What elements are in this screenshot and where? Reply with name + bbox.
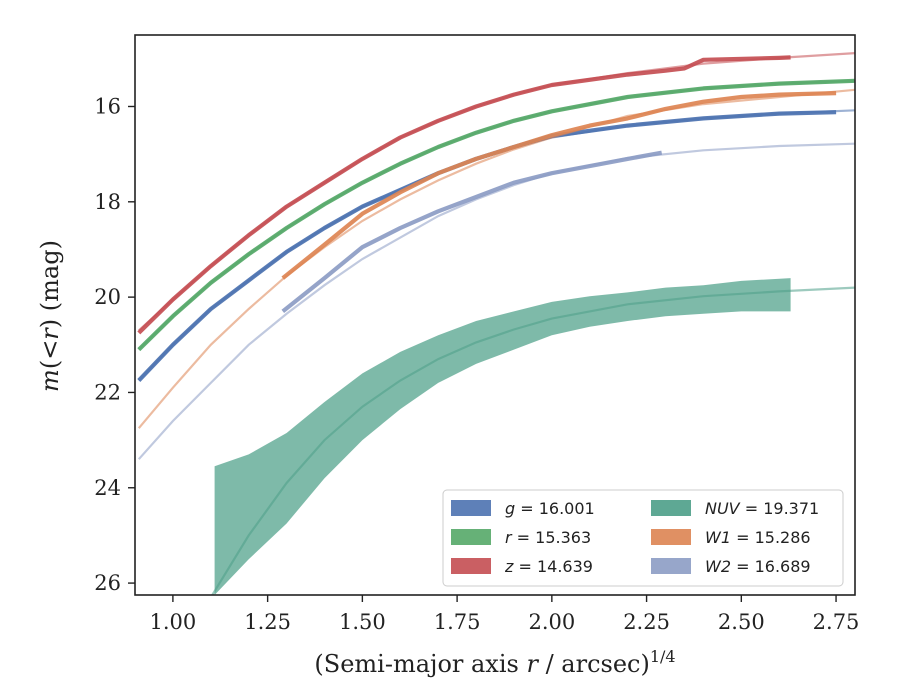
y-tick-label: 26 <box>94 571 121 595</box>
legend-value-nuv: = 19.371 <box>740 499 820 518</box>
data-layer <box>137 52 855 595</box>
x-tick-label: 1.00 <box>150 610 197 634</box>
y-axis-label-mid: (< <box>36 340 64 369</box>
legend-band-z: z <box>504 557 514 576</box>
y-axis-label-r: r <box>36 327 64 340</box>
legend-value-w1: = 15.286 <box>731 528 811 547</box>
legend-swatch-nuv <box>651 500 691 516</box>
x-tick-label: 1.50 <box>339 610 386 634</box>
legend-band-w1: W1 <box>705 528 731 547</box>
y-tick-label: 22 <box>94 380 121 404</box>
y-tick-label: 16 <box>94 94 121 118</box>
series-w1-data-line <box>281 91 837 280</box>
legend-band-g: g <box>505 499 515 518</box>
series-nuv-band <box>214 278 791 595</box>
y-tick-label: 24 <box>94 476 121 500</box>
legend-value-r: = 15.363 <box>512 528 592 547</box>
x-tick-label: 1.25 <box>244 610 291 634</box>
x-tick-label: 2.75 <box>813 610 860 634</box>
legend-swatch-r <box>451 529 491 545</box>
x-axis-label-main: (Semi-major axis <box>314 650 526 678</box>
legend-swatch-g <box>451 500 491 516</box>
series-w2-data-line <box>281 150 663 314</box>
legend-value-z: = 14.639 <box>513 557 593 576</box>
series-w2-model-line <box>137 142 855 460</box>
y-tick-label: 18 <box>94 190 121 214</box>
legend-label-z: z = 14.639 <box>504 557 593 576</box>
x-axis-label: (Semi-major axis r / arcsec)1/4 <box>314 647 675 678</box>
legend-band-r: r <box>505 528 513 547</box>
series-r-data-line <box>137 78 855 352</box>
legend-swatch-z <box>451 558 491 574</box>
series-w1-model-line <box>137 88 855 429</box>
legend-value-g: = 16.001 <box>515 499 595 518</box>
x-tick-label: 2.50 <box>718 610 765 634</box>
ticks-layer: 1.00 1.25 1.50 1.75 2.00 2.25 2.50 2.75 16 18 20 22… <box>94 94 859 634</box>
legend-value-w2: = 16.689 <box>731 557 811 576</box>
y-tick-label: 20 <box>94 285 121 309</box>
legend-label-w1: W1 = 15.286 <box>705 528 811 547</box>
x-tick-label: 1.75 <box>434 610 481 634</box>
legend-label-r: r = 15.363 <box>505 528 591 547</box>
legend-band-nuv: NUV <box>705 499 741 518</box>
legend-swatch-w2 <box>651 558 691 574</box>
x-axis-label-r: r <box>526 650 539 678</box>
y-axis-label-m: m <box>36 369 64 392</box>
legend-label-g: g = 16.001 <box>505 499 595 518</box>
legend-label-nuv: NUV = 19.371 <box>705 499 819 518</box>
plot-frame <box>134 34 856 596</box>
legend-label-w2: W2 = 16.689 <box>705 557 811 576</box>
x-tick-label: 2.25 <box>623 610 670 634</box>
legend-swatch-w1 <box>651 529 691 545</box>
x-axis-label-exp: 1/4 <box>650 647 676 666</box>
legend-box <box>442 489 844 587</box>
legend-band-w2: W2 <box>705 557 731 576</box>
y-axis-label: m(<r) (mag) <box>36 240 64 392</box>
y-axis-label-tail: ) (mag) <box>36 240 64 328</box>
x-tick-label: 2.00 <box>528 610 575 634</box>
x-axis-label-tail: / arcsec) <box>538 650 650 678</box>
series-z-data-line <box>137 55 791 335</box>
